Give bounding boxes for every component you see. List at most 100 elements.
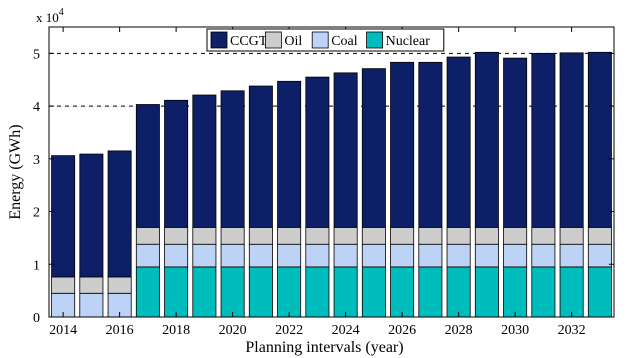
bar-ccgt-2029 xyxy=(474,51,499,228)
bar-oil-2033 xyxy=(587,226,612,245)
bar-coal-2020 xyxy=(220,243,245,268)
bar-ccgt-2025 xyxy=(361,68,386,228)
bar-coal-2022 xyxy=(277,243,302,268)
legend-swatch-ccgt xyxy=(210,31,228,49)
y-axis-multiplier: x 104 xyxy=(36,7,64,25)
y-axis-label: Energy (GWh) xyxy=(7,124,24,219)
legend-label-coal: Coal xyxy=(331,34,358,49)
bar-coal-2015 xyxy=(79,292,104,318)
y-tick-label: 1 xyxy=(33,258,40,273)
legend-label-oil: Oil xyxy=(284,34,302,49)
bar-nuclear-2025 xyxy=(361,266,386,318)
y-tick-label: 0 xyxy=(33,311,40,326)
bar-coal-2017 xyxy=(135,243,160,268)
bar-nuclear-2027 xyxy=(418,266,443,318)
bar-coal-2030 xyxy=(503,243,528,268)
bar-nuclear-2019 xyxy=(192,266,217,318)
bar-ccgt-2031 xyxy=(531,52,556,228)
multiplier-exponent: 4 xyxy=(59,7,64,18)
bar-coal-2033 xyxy=(587,243,612,268)
bar-coal-2029 xyxy=(474,243,499,268)
y-tick-label: 3 xyxy=(33,153,40,168)
legend-swatch-oil xyxy=(264,31,282,49)
x-tick-label: 2026 xyxy=(388,323,416,338)
bar-oil-2019 xyxy=(192,226,217,245)
bars xyxy=(51,51,612,318)
bar-oil-2020 xyxy=(220,226,245,245)
plot-area-border xyxy=(48,26,615,318)
bar-oil-2016 xyxy=(107,276,132,294)
y-tick-label: 2 xyxy=(33,206,40,221)
x-tick-label: 2024 xyxy=(332,323,360,338)
bar-oil-2021 xyxy=(248,226,273,245)
legend: CCGT Oil Coal Nuclear xyxy=(206,28,445,52)
bar-coal-2026 xyxy=(390,243,415,268)
x-axis-label: Planning intervals (year) xyxy=(245,339,403,356)
bar-oil-2031 xyxy=(531,226,556,245)
bar-nuclear-2030 xyxy=(503,266,528,318)
bar-oil-2022 xyxy=(277,226,302,245)
bar-nuclear-2022 xyxy=(277,266,302,318)
bar-nuclear-2028 xyxy=(446,266,471,318)
multiplier-base: x 10 xyxy=(36,10,59,25)
bar-ccgt-2018 xyxy=(164,99,189,228)
bar-ccgt-2019 xyxy=(192,94,217,228)
bar-ccgt-2028 xyxy=(446,56,471,228)
bar-coal-2018 xyxy=(164,243,189,268)
bar-nuclear-2026 xyxy=(390,266,415,318)
x-tick-label: 2018 xyxy=(162,323,190,338)
legend-swatch-nuclear xyxy=(366,31,384,49)
x-tick-label: 2016 xyxy=(106,323,134,338)
bar-oil-2026 xyxy=(390,226,415,245)
bar-nuclear-2024 xyxy=(333,266,358,318)
bar-nuclear-2033 xyxy=(587,266,612,318)
bar-ccgt-2014 xyxy=(51,155,76,278)
bar-nuclear-2017 xyxy=(135,266,160,318)
x-tick-label: 2022 xyxy=(275,323,303,338)
bar-nuclear-2031 xyxy=(531,266,556,318)
bar-ccgt-2024 xyxy=(333,72,358,228)
bar-coal-2031 xyxy=(531,243,556,268)
y-axis-ticks: 0 1 2 3 4 5 xyxy=(33,47,614,326)
bar-coal-2032 xyxy=(559,243,584,268)
bar-ccgt-2022 xyxy=(277,80,302,228)
bar-ccgt-2020 xyxy=(220,90,245,228)
y-tick-label: 5 xyxy=(33,47,40,62)
bar-ccgt-2017 xyxy=(135,104,160,228)
legend-swatch-coal xyxy=(311,31,329,49)
x-axis-ticks: 2014 2016 2018 2020 2022 2024 2026 2028 2030 2032 xyxy=(49,27,586,338)
bar-ccgt-2021 xyxy=(248,85,273,228)
bar-ccgt-2016 xyxy=(107,150,132,278)
x-tick-label: 2028 xyxy=(445,323,473,338)
x-tick-label: 2014 xyxy=(49,323,77,338)
bar-oil-2023 xyxy=(305,226,330,245)
bar-coal-2024 xyxy=(333,243,358,268)
bar-oil-2028 xyxy=(446,226,471,245)
bar-nuclear-2023 xyxy=(305,266,330,318)
x-tick-label: 2020 xyxy=(219,323,247,338)
y-tick-label: 4 xyxy=(33,100,40,115)
bar-coal-2025 xyxy=(361,243,386,268)
bar-ccgt-2027 xyxy=(418,61,443,228)
legend-label-ccgt: CCGT xyxy=(230,34,268,49)
bar-oil-2018 xyxy=(164,226,189,245)
x-tick-label: 2030 xyxy=(501,323,529,338)
bar-oil-2027 xyxy=(418,226,443,245)
bar-oil-2029 xyxy=(474,226,499,245)
bar-coal-2028 xyxy=(446,243,471,268)
bar-oil-2025 xyxy=(361,226,386,245)
bar-oil-2030 xyxy=(503,226,528,245)
bar-ccgt-2033 xyxy=(587,51,612,228)
gridlines xyxy=(49,52,614,107)
bar-coal-2023 xyxy=(305,243,330,268)
bar-coal-2021 xyxy=(248,243,273,268)
bar-oil-2015 xyxy=(79,276,104,294)
bar-ccgt-2026 xyxy=(390,61,415,228)
bar-coal-2027 xyxy=(418,243,443,268)
bar-nuclear-2032 xyxy=(559,266,584,318)
legend-label-nuclear: Nuclear xyxy=(386,34,431,49)
bar-ccgt-2023 xyxy=(305,76,330,228)
bar-nuclear-2029 xyxy=(474,266,499,318)
bar-nuclear-2020 xyxy=(220,266,245,318)
bar-nuclear-2021 xyxy=(248,266,273,318)
